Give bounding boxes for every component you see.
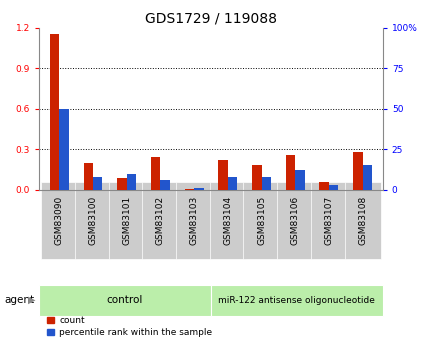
Bar [328, 185, 338, 190]
Bar [285, 155, 295, 190]
Bar [117, 178, 126, 190]
Text: miR-122 antisense oligonucleotide: miR-122 antisense oligonucleotide [218, 296, 375, 305]
Bar [319, 181, 328, 190]
Bar [295, 170, 304, 190]
Title: GDS1729 / 119088: GDS1729 / 119088 [145, 11, 276, 25]
Bar [184, 189, 194, 190]
Bar [126, 174, 136, 190]
Bar [59, 109, 69, 190]
Bar [194, 188, 203, 190]
Bar [362, 166, 371, 190]
Bar [83, 163, 93, 190]
Text: agent: agent [4, 295, 34, 305]
Bar [218, 160, 227, 190]
Bar [93, 177, 102, 190]
Bar [227, 177, 237, 190]
Bar [151, 157, 160, 190]
Bar [160, 180, 170, 190]
Text: ▶: ▶ [28, 295, 36, 305]
Bar [261, 177, 270, 190]
Bar [251, 166, 261, 190]
Legend: count, percentile rank within the sample: count, percentile rank within the sample [43, 313, 215, 341]
Text: control: control [107, 295, 143, 305]
Bar [352, 152, 362, 190]
Bar [50, 34, 59, 190]
